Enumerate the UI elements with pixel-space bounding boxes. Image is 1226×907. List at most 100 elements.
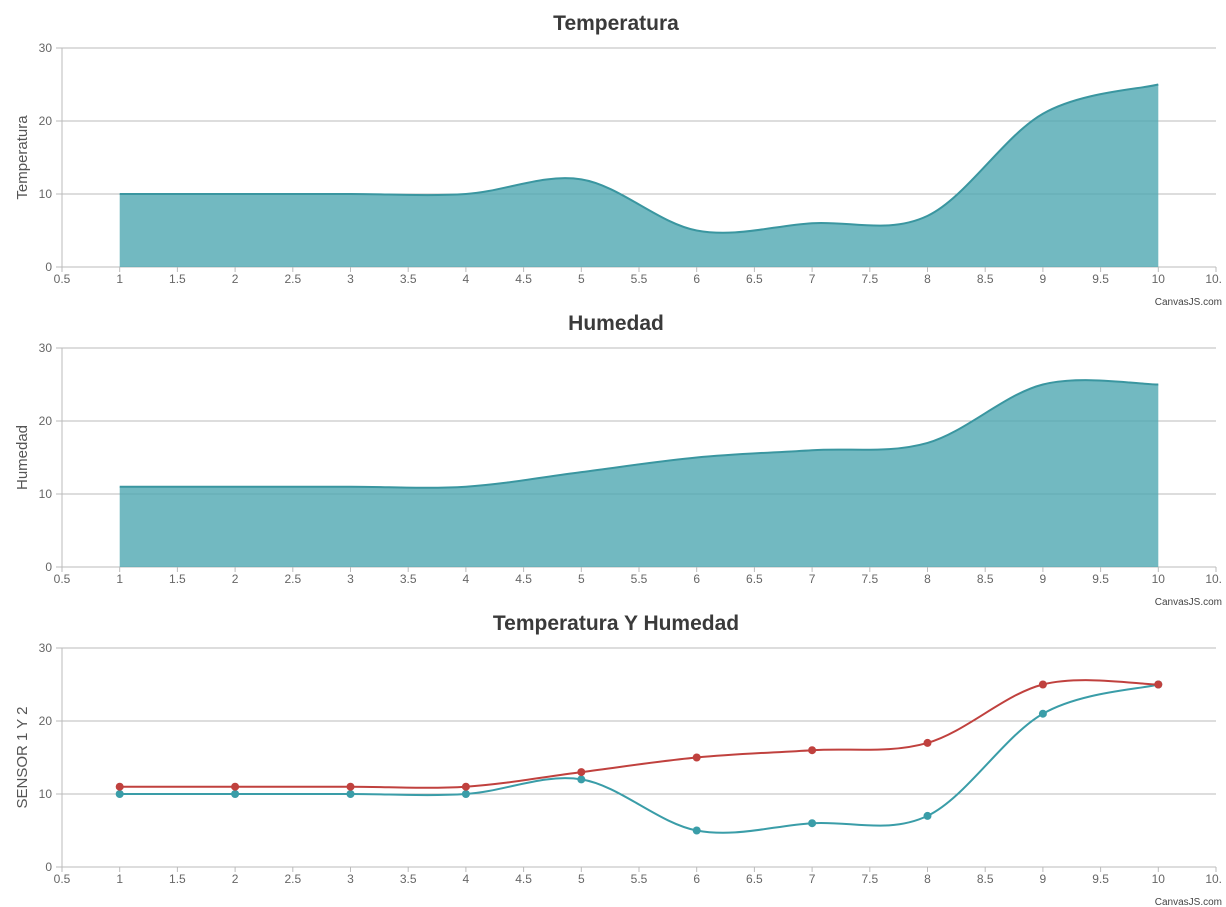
x-tick-label: 2 <box>232 872 239 886</box>
x-tick-label: 6.5 <box>746 272 763 286</box>
y-axis-label: Temperatura <box>14 115 31 200</box>
data-point-2 <box>1038 680 1047 689</box>
canvasjs-credit: CanvasJS.com <box>1155 597 1222 608</box>
chart-1: Temperatura Temperatura 0 10 20 30 0.5 1 1.5 2 2.5… <box>14 12 1222 308</box>
x-tick-label: 9.5 <box>1092 272 1109 286</box>
x-tick-label: 9.5 <box>1092 572 1109 586</box>
x-tick-label: 1.5 <box>169 272 186 286</box>
y-tick-label: 30 <box>39 41 53 55</box>
x-tick-label: 10 <box>1152 272 1166 286</box>
canvasjs-credit: CanvasJS.com <box>1155 297 1222 308</box>
x-tick-label: 0.5 <box>54 272 71 286</box>
data-point-1 <box>577 775 586 784</box>
y-tick-label: 30 <box>39 341 53 355</box>
y-tick-label: 20 <box>39 114 53 128</box>
x-tick-label: 5.5 <box>631 872 648 886</box>
x-tick-label: 8 <box>924 272 931 286</box>
x-tick-label: 3 <box>347 572 354 586</box>
x-tick-label: 3.5 <box>400 572 417 586</box>
y-tick-label: 0 <box>45 560 52 574</box>
y-tick-label: 0 <box>45 860 52 874</box>
data-point-1 <box>115 790 124 798</box>
area-line <box>119 83 1159 234</box>
x-tick-label: 7.5 <box>861 572 878 586</box>
x-tick-label: 7 <box>809 872 816 886</box>
x-tick-label: 8.5 <box>977 572 994 586</box>
data-point-2 <box>346 782 355 791</box>
x-tick-label: 0.5 <box>54 872 71 886</box>
x-tick-label: 3.5 <box>400 272 417 286</box>
x-tick-label: 7.5 <box>861 272 878 286</box>
x-tick-label: 6 <box>693 272 700 286</box>
x-tick-label: 5 <box>578 572 585 586</box>
chart-title: Temperatura Y Humedad <box>493 612 739 635</box>
y-tick-label: 10 <box>39 187 53 201</box>
x-tick-label: 5.5 <box>631 272 648 286</box>
data-point-1 <box>231 790 240 798</box>
y-tick-label: 20 <box>39 414 53 428</box>
data-point-2 <box>115 782 124 791</box>
x-tick-label: 7 <box>809 272 816 286</box>
x-tick-label: 0.5 <box>54 572 71 586</box>
x-tick-label: 8 <box>924 572 931 586</box>
x-tick-label: 10 <box>1152 872 1166 886</box>
x-tick-label: 1 <box>116 272 123 286</box>
x-tick-label: 2 <box>232 572 239 586</box>
x-tick-label: 6 <box>693 572 700 586</box>
y-axis-label: Humedad <box>14 425 31 490</box>
x-tick-label: 4 <box>463 272 470 286</box>
x-tick-label: 9 <box>1040 572 1047 586</box>
x-tick-label: 4 <box>463 872 470 886</box>
data-point-2 <box>923 738 932 747</box>
x-tick-label: 10. <box>1205 872 1222 886</box>
series-line-1 <box>119 683 1159 834</box>
x-tick-label: 1 <box>116 872 123 886</box>
x-tick-label: 3 <box>347 272 354 286</box>
x-tick-label: 10 <box>1152 572 1166 586</box>
x-tick-label: 2.5 <box>284 272 301 286</box>
x-tick-label: 5.5 <box>631 572 648 586</box>
x-tick-label: 8.5 <box>977 272 994 286</box>
x-tick-label: 5 <box>578 272 585 286</box>
x-tick-label: 1 <box>116 572 123 586</box>
y-tick-label: 30 <box>39 641 53 655</box>
x-tick-label: 2.5 <box>284 572 301 586</box>
data-point-2 <box>231 782 240 791</box>
data-point-1 <box>808 819 817 828</box>
y-tick-label: 20 <box>39 714 53 728</box>
data-point-1 <box>461 790 470 798</box>
x-tick-label: 3.5 <box>400 872 417 886</box>
x-tick-label: 6 <box>693 872 700 886</box>
chart-title: Humedad <box>568 312 664 335</box>
x-tick-label: 4.5 <box>515 872 532 886</box>
x-tick-label: 9 <box>1040 872 1047 886</box>
chart-2: Humedad Humedad 0 10 20 30 0.5 1 1.5 2 2.5 3 3.5 4 4.5… <box>14 312 1222 608</box>
data-point-2 <box>461 782 470 791</box>
x-tick-label: 10. <box>1205 272 1222 286</box>
x-tick-label: 3 <box>347 872 354 886</box>
chart-title: Temperatura <box>553 12 679 35</box>
data-point-2 <box>808 746 817 755</box>
data-point-1 <box>1038 709 1047 718</box>
x-tick-label: 7.5 <box>861 872 878 886</box>
data-point-1 <box>346 790 355 798</box>
data-point-2 <box>692 753 701 762</box>
y-tick-label: 0 <box>45 260 52 274</box>
x-tick-label: 7 <box>809 572 816 586</box>
y-tick-label: 10 <box>39 787 53 801</box>
x-tick-label: 8 <box>924 872 931 886</box>
data-point-2 <box>577 768 586 777</box>
x-tick-label: 1.5 <box>169 572 186 586</box>
y-tick-label: 10 <box>39 487 53 501</box>
x-tick-label: 6.5 <box>746 872 763 886</box>
x-tick-label: 9.5 <box>1092 872 1109 886</box>
data-point-1 <box>692 826 701 835</box>
data-point-1 <box>923 811 932 820</box>
area-line <box>119 379 1159 489</box>
x-tick-label: 6.5 <box>746 572 763 586</box>
series-line-2 <box>119 679 1159 789</box>
x-tick-label: 4.5 <box>515 272 532 286</box>
x-tick-label: 10. <box>1205 572 1222 586</box>
